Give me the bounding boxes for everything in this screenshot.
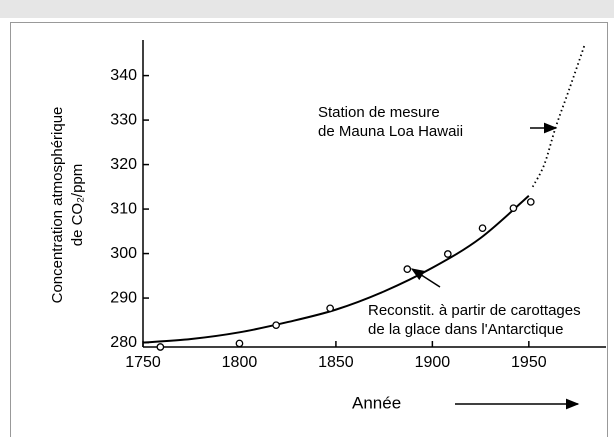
y-tick-label: 280	[110, 334, 137, 351]
data-point	[509, 204, 518, 213]
header-bar	[0, 0, 614, 18]
annotation: Station de mesure	[318, 104, 440, 121]
x-tick-label: 1950	[511, 354, 547, 371]
x-tick-label: 1800	[222, 354, 258, 371]
y-tick-label: 320	[110, 156, 137, 173]
data-point	[403, 265, 412, 273]
data-point	[326, 304, 334, 313]
x-tick-label: 1750	[125, 354, 161, 371]
annotation: de Mauna Loa Hawaii	[318, 123, 463, 140]
data-point	[443, 250, 452, 258]
y-tick-label: 290	[110, 289, 137, 306]
line	[142, 194, 530, 344]
y-tick-label: 300	[110, 245, 137, 262]
y-axis-label: Concentration atmosphérique	[49, 107, 66, 304]
x-tick-label: 1900	[415, 354, 451, 371]
data-point	[156, 343, 165, 351]
y-tick-label: 340	[110, 67, 137, 84]
x-axis-label: Année	[352, 393, 401, 412]
data-point	[235, 339, 244, 348]
y-axis-label: de CO₂/ppm	[69, 164, 86, 247]
y-tick-label: 310	[110, 200, 137, 217]
y-tick-label: 330	[110, 111, 137, 128]
annotation: de la glace dans l'Antarctique	[368, 321, 564, 338]
data-point	[478, 224, 487, 233]
arrow	[410, 268, 441, 288]
line	[531, 44, 586, 188]
frame	[10, 22, 608, 442]
annotation: Reconstit. à partir de carottages	[368, 302, 581, 319]
x-tick-label: 1850	[318, 354, 354, 371]
data-point	[272, 321, 280, 330]
data-point	[526, 198, 535, 206]
